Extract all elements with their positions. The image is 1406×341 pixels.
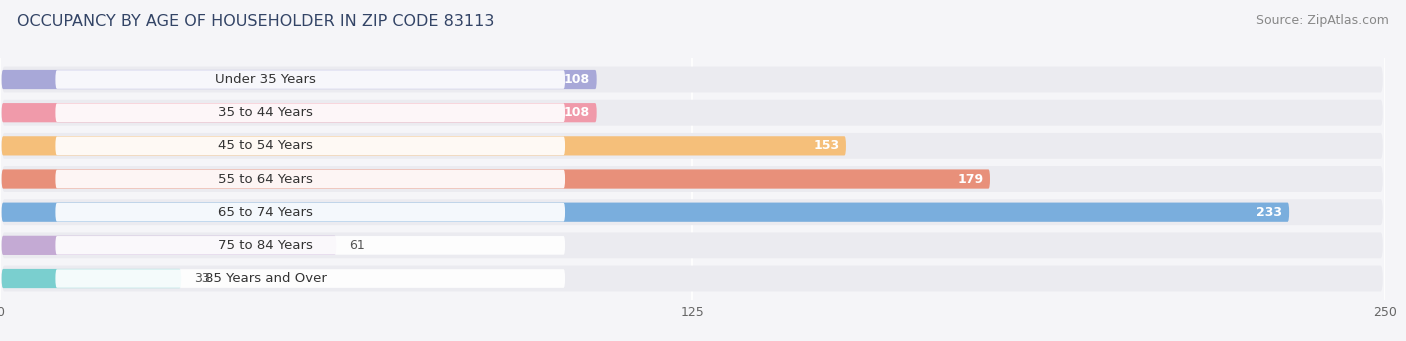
FancyBboxPatch shape — [1, 203, 1289, 222]
Text: 85 Years and Over: 85 Years and Over — [205, 272, 326, 285]
FancyBboxPatch shape — [3, 133, 1382, 159]
Text: 45 to 54 Years: 45 to 54 Years — [218, 139, 314, 152]
Text: 233: 233 — [1257, 206, 1282, 219]
FancyBboxPatch shape — [55, 203, 565, 222]
Text: OCCUPANCY BY AGE OF HOUSEHOLDER IN ZIP CODE 83113: OCCUPANCY BY AGE OF HOUSEHOLDER IN ZIP C… — [17, 14, 495, 29]
FancyBboxPatch shape — [3, 100, 1382, 125]
FancyBboxPatch shape — [3, 266, 1382, 292]
FancyBboxPatch shape — [55, 103, 565, 122]
Text: 179: 179 — [957, 173, 983, 186]
FancyBboxPatch shape — [55, 70, 565, 89]
FancyBboxPatch shape — [55, 269, 565, 288]
Text: 61: 61 — [349, 239, 364, 252]
Text: 35 to 44 Years: 35 to 44 Years — [218, 106, 314, 119]
Text: 153: 153 — [813, 139, 839, 152]
FancyBboxPatch shape — [1, 103, 596, 122]
FancyBboxPatch shape — [1, 136, 846, 155]
Text: 55 to 64 Years: 55 to 64 Years — [218, 173, 314, 186]
Text: Source: ZipAtlas.com: Source: ZipAtlas.com — [1256, 14, 1389, 27]
FancyBboxPatch shape — [3, 199, 1382, 225]
FancyBboxPatch shape — [1, 169, 990, 189]
FancyBboxPatch shape — [55, 170, 565, 188]
Text: 75 to 84 Years: 75 to 84 Years — [218, 239, 314, 252]
Text: 65 to 74 Years: 65 to 74 Years — [218, 206, 314, 219]
Text: Under 35 Years: Under 35 Years — [215, 73, 316, 86]
FancyBboxPatch shape — [1, 70, 596, 89]
Text: 108: 108 — [564, 106, 591, 119]
FancyBboxPatch shape — [1, 269, 181, 288]
Text: 33: 33 — [194, 272, 209, 285]
FancyBboxPatch shape — [3, 166, 1382, 192]
FancyBboxPatch shape — [55, 136, 565, 155]
FancyBboxPatch shape — [3, 66, 1382, 92]
FancyBboxPatch shape — [55, 236, 565, 255]
Text: 108: 108 — [564, 73, 591, 86]
FancyBboxPatch shape — [3, 233, 1382, 258]
FancyBboxPatch shape — [1, 236, 336, 255]
